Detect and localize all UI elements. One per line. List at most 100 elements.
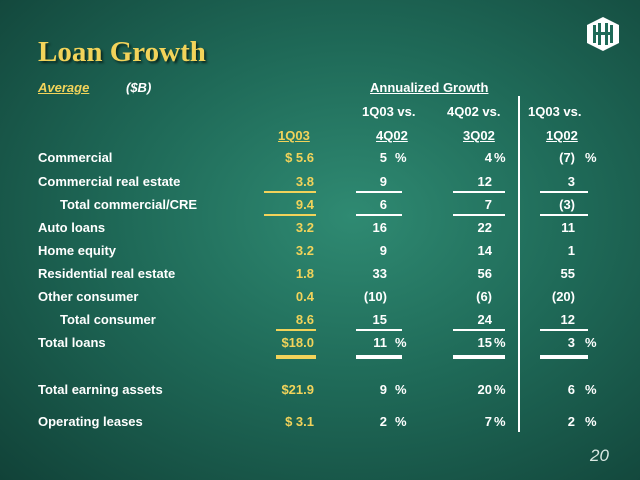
- value-cell: 55: [560, 266, 575, 281]
- total-underline: [356, 214, 402, 216]
- total-underline: [453, 329, 505, 331]
- value-cell: 15: [372, 312, 387, 327]
- row-label: Total commercial/CRE: [60, 197, 198, 212]
- total-underline: [356, 355, 402, 357]
- value-cell: 7: [484, 414, 492, 429]
- value-cell: 15: [477, 335, 492, 350]
- value-cell: 11: [561, 220, 575, 235]
- value-cell: 12: [477, 174, 492, 189]
- row-label: Total loans: [38, 335, 106, 350]
- value-cell: (6): [476, 289, 492, 304]
- value-cell: 9: [379, 243, 387, 258]
- value-cell: 3.2: [295, 220, 314, 235]
- total-underline: [276, 357, 316, 359]
- col2-header-top: 4Q02 vs.: [447, 104, 501, 119]
- total-underline: [540, 355, 588, 357]
- percent-suffix: %: [395, 382, 407, 397]
- value-cell: 3: [567, 335, 575, 350]
- col0-header: 1Q03: [278, 128, 310, 143]
- value-cell: 3.8: [295, 174, 314, 189]
- total-underline: [453, 357, 505, 359]
- col3-header-top: 1Q03 vs.: [528, 104, 582, 119]
- row-label: Auto loans: [38, 220, 106, 235]
- value-cell: 2: [567, 414, 575, 429]
- percent-suffix: %: [494, 414, 506, 429]
- value-cell: 1: [567, 243, 575, 258]
- value-cell: 3: [567, 174, 575, 189]
- percent-suffix: %: [585, 382, 597, 397]
- total-underline: [264, 191, 316, 193]
- value-cell: 8.6: [295, 312, 314, 327]
- total-underline: [453, 355, 505, 357]
- value-cell: 9: [379, 174, 387, 189]
- value-cell: (7): [559, 150, 575, 165]
- percent-suffix: %: [395, 150, 407, 165]
- value-cell: 33: [372, 266, 387, 281]
- col1-header-top: 1Q03 vs.: [362, 104, 416, 119]
- value-cell: 7: [484, 197, 492, 212]
- value-cell: 14: [477, 243, 492, 258]
- value-cell: 24: [477, 312, 492, 327]
- unit-label: ($B): [126, 80, 152, 95]
- percent-suffix: %: [395, 414, 407, 429]
- percent-suffix: %: [585, 335, 597, 350]
- value-cell: 1.8: [295, 266, 314, 281]
- total-underline: [540, 191, 588, 193]
- percent-suffix: %: [494, 150, 506, 165]
- value-cell: 9.4: [295, 197, 314, 212]
- row-label: Home equity: [38, 243, 117, 258]
- value-cell: 11: [373, 335, 387, 350]
- percent-suffix: %: [494, 382, 506, 397]
- page-number: 20: [590, 446, 609, 465]
- value-cell: $18.0: [281, 335, 314, 350]
- col1-header: 4Q02: [376, 128, 408, 143]
- total-underline: [356, 357, 402, 359]
- value-cell: 5: [379, 150, 387, 165]
- value-cell: 6: [567, 382, 575, 397]
- page-title: Loan Growth: [38, 36, 206, 68]
- percent-suffix: %: [585, 414, 597, 429]
- total-underline: [264, 214, 316, 216]
- value-cell: 6: [379, 197, 387, 212]
- value-cell: $ 5.6: [285, 150, 314, 165]
- col3-header: 1Q02: [546, 128, 578, 143]
- row-label: Commercial: [38, 150, 113, 165]
- value-cell: (3): [559, 197, 575, 212]
- value-cell: 4: [484, 150, 492, 165]
- row-label: Operating leases: [38, 414, 143, 429]
- total-underline: [356, 329, 402, 331]
- value-cell: (20): [551, 289, 575, 304]
- percent-suffix: %: [585, 150, 597, 165]
- average-label: Average: [38, 80, 90, 95]
- col2-header: 3Q02: [463, 128, 495, 143]
- column-divider: [518, 96, 520, 432]
- total-underline: [276, 329, 316, 331]
- value-cell: 20: [477, 382, 492, 397]
- value-cell: $21.9: [281, 382, 314, 397]
- row-label: Total earning assets: [38, 382, 163, 397]
- value-cell: 3.2: [295, 243, 314, 258]
- annualized-growth-header: Annualized Growth: [370, 80, 489, 95]
- row-label: Total consumer: [60, 312, 156, 327]
- value-cell: 0.4: [295, 289, 314, 304]
- value-cell: 22: [477, 220, 492, 235]
- total-underline: [540, 214, 588, 216]
- value-cell: 9: [379, 382, 387, 397]
- total-underline: [540, 357, 588, 359]
- value-cell: 56: [477, 266, 492, 281]
- total-underline: [540, 329, 588, 331]
- huntington-logo-icon: [587, 17, 619, 51]
- total-underline: [356, 191, 402, 193]
- value-cell: (10): [363, 289, 387, 304]
- total-underline: [453, 214, 505, 216]
- percent-suffix: %: [395, 335, 407, 350]
- total-underline: [453, 191, 505, 193]
- value-cell: 2: [379, 414, 387, 429]
- total-underline: [276, 355, 316, 357]
- row-label: Commercial real estate: [38, 174, 181, 189]
- value-cell: $ 3.1: [285, 414, 314, 429]
- value-cell: 12: [560, 312, 575, 327]
- row-label: Other consumer: [38, 289, 139, 304]
- row-label: Residential real estate: [38, 266, 176, 281]
- value-cell: 16: [372, 220, 387, 235]
